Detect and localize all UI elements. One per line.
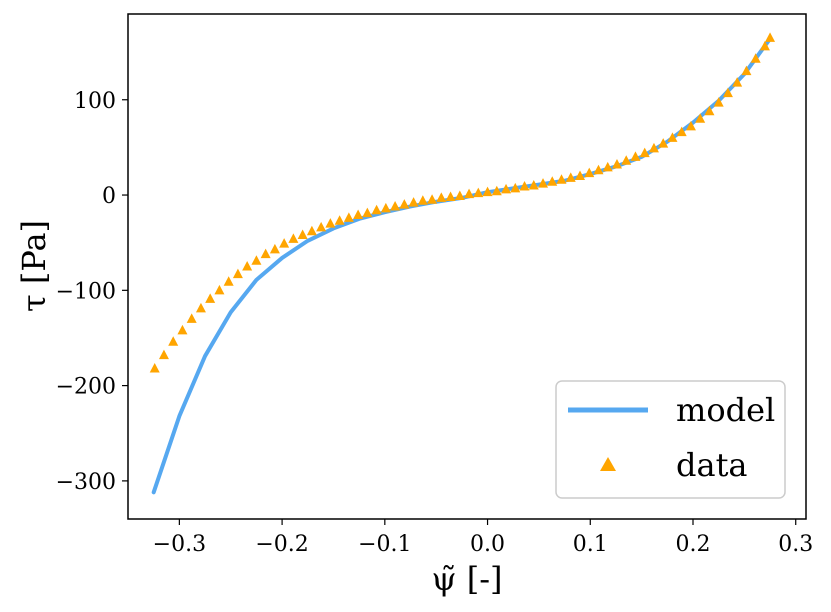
data-point xyxy=(353,209,364,220)
data-point xyxy=(473,187,484,198)
data-point xyxy=(380,202,391,213)
data-point xyxy=(417,195,428,205)
data-point xyxy=(343,212,354,222)
data-point xyxy=(371,204,382,215)
x-tick-label: −0.3 xyxy=(153,532,206,557)
data-point xyxy=(260,248,271,259)
data-point xyxy=(297,229,308,240)
data-point xyxy=(648,142,659,153)
data-point xyxy=(685,120,696,131)
data-point xyxy=(556,174,567,184)
data-point xyxy=(427,194,438,204)
y-tick-label: −200 xyxy=(56,375,116,400)
data-point xyxy=(658,138,669,148)
data-point xyxy=(158,349,169,360)
data-point xyxy=(538,178,549,188)
data-point xyxy=(765,32,776,42)
data-point xyxy=(186,313,197,323)
data-point xyxy=(593,164,604,175)
data-point xyxy=(741,65,752,76)
data-point xyxy=(528,180,539,190)
data-point xyxy=(611,159,622,169)
data-point xyxy=(177,324,188,335)
data-point xyxy=(390,200,401,211)
data-markers xyxy=(149,32,776,373)
data-point xyxy=(408,197,419,207)
legend: model data xyxy=(555,380,786,499)
data-point xyxy=(713,97,724,107)
y-tick-label: 0 xyxy=(102,184,116,209)
data-point xyxy=(195,302,206,313)
x-axis-label: ψ̃ [-] xyxy=(431,560,502,598)
x-tick-label: 0.3 xyxy=(778,532,813,557)
data-point xyxy=(214,284,225,295)
data-point xyxy=(695,113,706,123)
data-point xyxy=(445,191,456,201)
data-point xyxy=(750,53,761,63)
data-point xyxy=(575,170,585,180)
data-point xyxy=(519,180,530,191)
y-axis-label: τ [Pa] xyxy=(15,220,53,312)
legend-data-label: data xyxy=(676,446,748,484)
data-point xyxy=(722,87,733,98)
data-point xyxy=(704,105,715,116)
data-point xyxy=(232,268,243,279)
x-tick-label: −0.2 xyxy=(255,532,308,557)
data-point xyxy=(565,172,576,182)
legend-data-swatch xyxy=(600,457,616,471)
data-point xyxy=(149,362,160,373)
x-tick-label: 0.0 xyxy=(470,532,505,557)
x-tick-label: −0.1 xyxy=(358,532,411,557)
data-point xyxy=(205,293,216,303)
x-tick-label: 0.1 xyxy=(573,532,608,557)
plot-frame xyxy=(127,13,807,520)
data-point xyxy=(639,147,650,158)
data-point xyxy=(251,255,262,265)
data-point xyxy=(482,186,493,197)
data-point xyxy=(759,40,770,51)
y-tick-label: 100 xyxy=(74,89,116,114)
data-point xyxy=(269,243,280,254)
y-tick-label: −100 xyxy=(56,279,116,304)
data-point xyxy=(325,218,336,228)
data-point xyxy=(334,215,345,225)
data-point xyxy=(454,190,465,200)
data-point xyxy=(630,151,641,161)
data-point xyxy=(279,238,290,248)
data-point xyxy=(168,336,179,346)
data-point xyxy=(316,221,327,232)
data-point xyxy=(288,233,299,243)
data-point xyxy=(602,161,613,172)
y-tick-label: −300 xyxy=(56,470,116,495)
data-point xyxy=(621,155,632,165)
data-point xyxy=(510,182,521,193)
data-point xyxy=(306,225,317,236)
legend-model-label: model xyxy=(676,391,775,429)
ticks: −0.3 −0.2 −0.1 0.0 0.1 0.2 0.3 100 0 −100 −200 −300 xyxy=(56,89,814,557)
data-point xyxy=(667,132,678,142)
data-point xyxy=(242,261,253,271)
x-tick-label: 0.2 xyxy=(676,532,711,557)
data-point xyxy=(676,126,687,137)
data-point xyxy=(584,167,595,178)
data-point xyxy=(732,77,743,87)
data-point xyxy=(223,276,234,286)
data-point xyxy=(464,188,475,199)
data-point xyxy=(547,176,558,186)
data-point xyxy=(501,183,512,194)
data-point xyxy=(399,199,410,209)
data-point xyxy=(491,185,502,196)
data-point xyxy=(362,207,373,218)
data-point xyxy=(436,192,447,202)
